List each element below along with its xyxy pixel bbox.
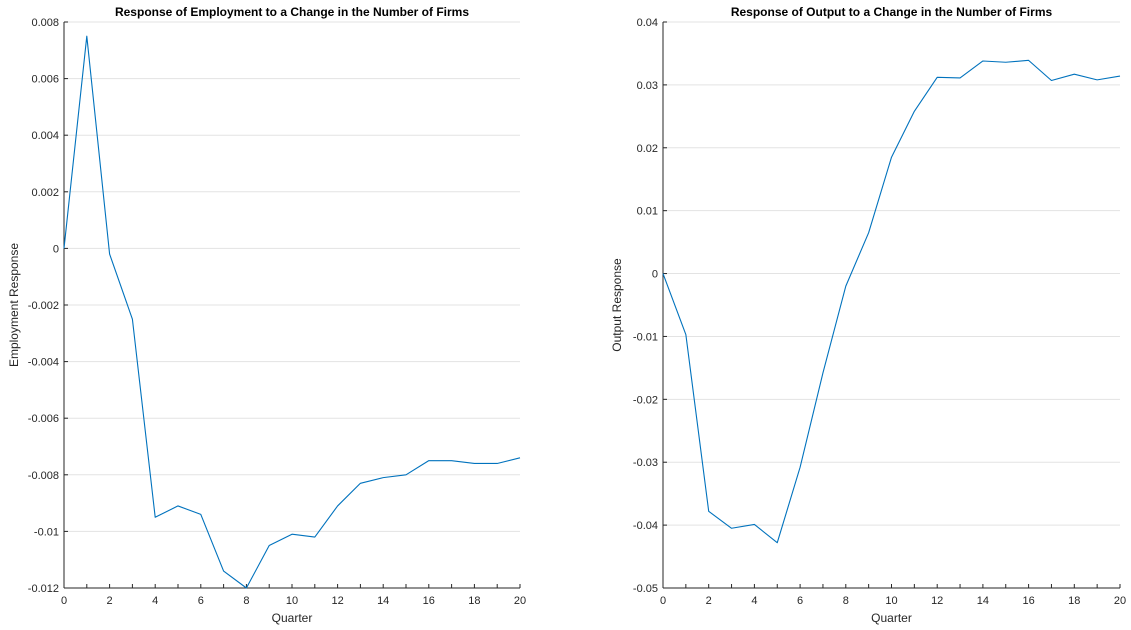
x-axis-label: Quarter	[871, 611, 912, 625]
y-tick-label: 0.004	[31, 130, 59, 142]
y-tick-label: -0.03	[633, 457, 658, 469]
y-tick-label: -0.01	[34, 526, 59, 538]
y-tick-label: 0.008	[31, 17, 59, 29]
x-tick-label: 10	[286, 595, 298, 607]
y-axis-label: Employment Response	[7, 243, 21, 367]
y-tick-label: 0.03	[637, 80, 658, 92]
x-tick-label: 0	[660, 595, 666, 607]
chart-title: Response of Output to a Change in the Nu…	[731, 5, 1053, 19]
x-tick-label: 8	[843, 595, 849, 607]
employment-chart-svg: -0.012 -0.01 -0.008 -0.006 -0.004 -0.002 0 0.00…	[7, 5, 526, 625]
x-tick-label: 6	[198, 595, 204, 607]
y-tick-label: -0.004	[28, 357, 59, 369]
y-tick-label: -0.01	[633, 331, 658, 343]
series-line	[63, 35, 521, 589]
x-tick-label: 12	[931, 595, 943, 607]
y-tick-label: -0.008	[28, 470, 59, 482]
x-axis-label: Quarter	[272, 611, 313, 625]
y-tick-label: 0.01	[637, 206, 658, 218]
x-tick-label: 2	[706, 595, 712, 607]
x-tick-label: 14	[977, 595, 989, 607]
series-line	[662, 59, 1121, 544]
employment-response-chart: -0.012 -0.01 -0.008 -0.006 -0.004 -0.002 0 0.00…	[0, 0, 560, 630]
y-tick-label: 0	[53, 243, 59, 255]
y-tick-label: 0.002	[31, 187, 59, 199]
x-tick-label: 0	[61, 595, 67, 607]
x-tick-label: 20	[514, 595, 526, 607]
x-tick-label: 10	[885, 595, 897, 607]
y-tick-label: 0	[652, 269, 658, 281]
x-tick-label: 12	[331, 595, 343, 607]
y-tick-label: -0.012	[28, 583, 59, 595]
x-tick-label: 2	[107, 595, 113, 607]
x-tick-label: 4	[152, 595, 158, 607]
y-tick-label: -0.02	[633, 394, 658, 406]
output-response-chart: -0.05 -0.04 -0.03 -0.02 -0.01 0 0.01 0.02 0.03 0.…	[565, 0, 1131, 630]
x-tick-label: 16	[1022, 595, 1034, 607]
chart-title: Response of Employment to a Change in th…	[115, 5, 469, 19]
x-tick-label: 8	[243, 595, 249, 607]
x-tick-label: 16	[423, 595, 435, 607]
x-tick-label: 6	[797, 595, 803, 607]
x-tick-label: 18	[1068, 595, 1080, 607]
y-tick-label: 0.04	[637, 17, 658, 29]
x-tick-label: 18	[468, 595, 480, 607]
y-tick-label: -0.05	[633, 583, 658, 595]
y-tick-label: -0.006	[28, 413, 59, 425]
x-tick-label: 20	[1114, 595, 1126, 607]
x-tick-label: 4	[751, 595, 757, 607]
y-tick-label: 0.02	[637, 143, 658, 155]
y-tick-label: -0.04	[633, 520, 658, 532]
y-tick-label: 0.006	[31, 74, 59, 86]
y-tick-label: -0.002	[28, 300, 59, 312]
output-chart-svg: -0.05 -0.04 -0.03 -0.02 -0.01 0 0.01 0.02 0.03 0.…	[610, 5, 1126, 625]
x-tick-label: 14	[377, 595, 389, 607]
y-axis-label: Output Response	[610, 258, 624, 352]
